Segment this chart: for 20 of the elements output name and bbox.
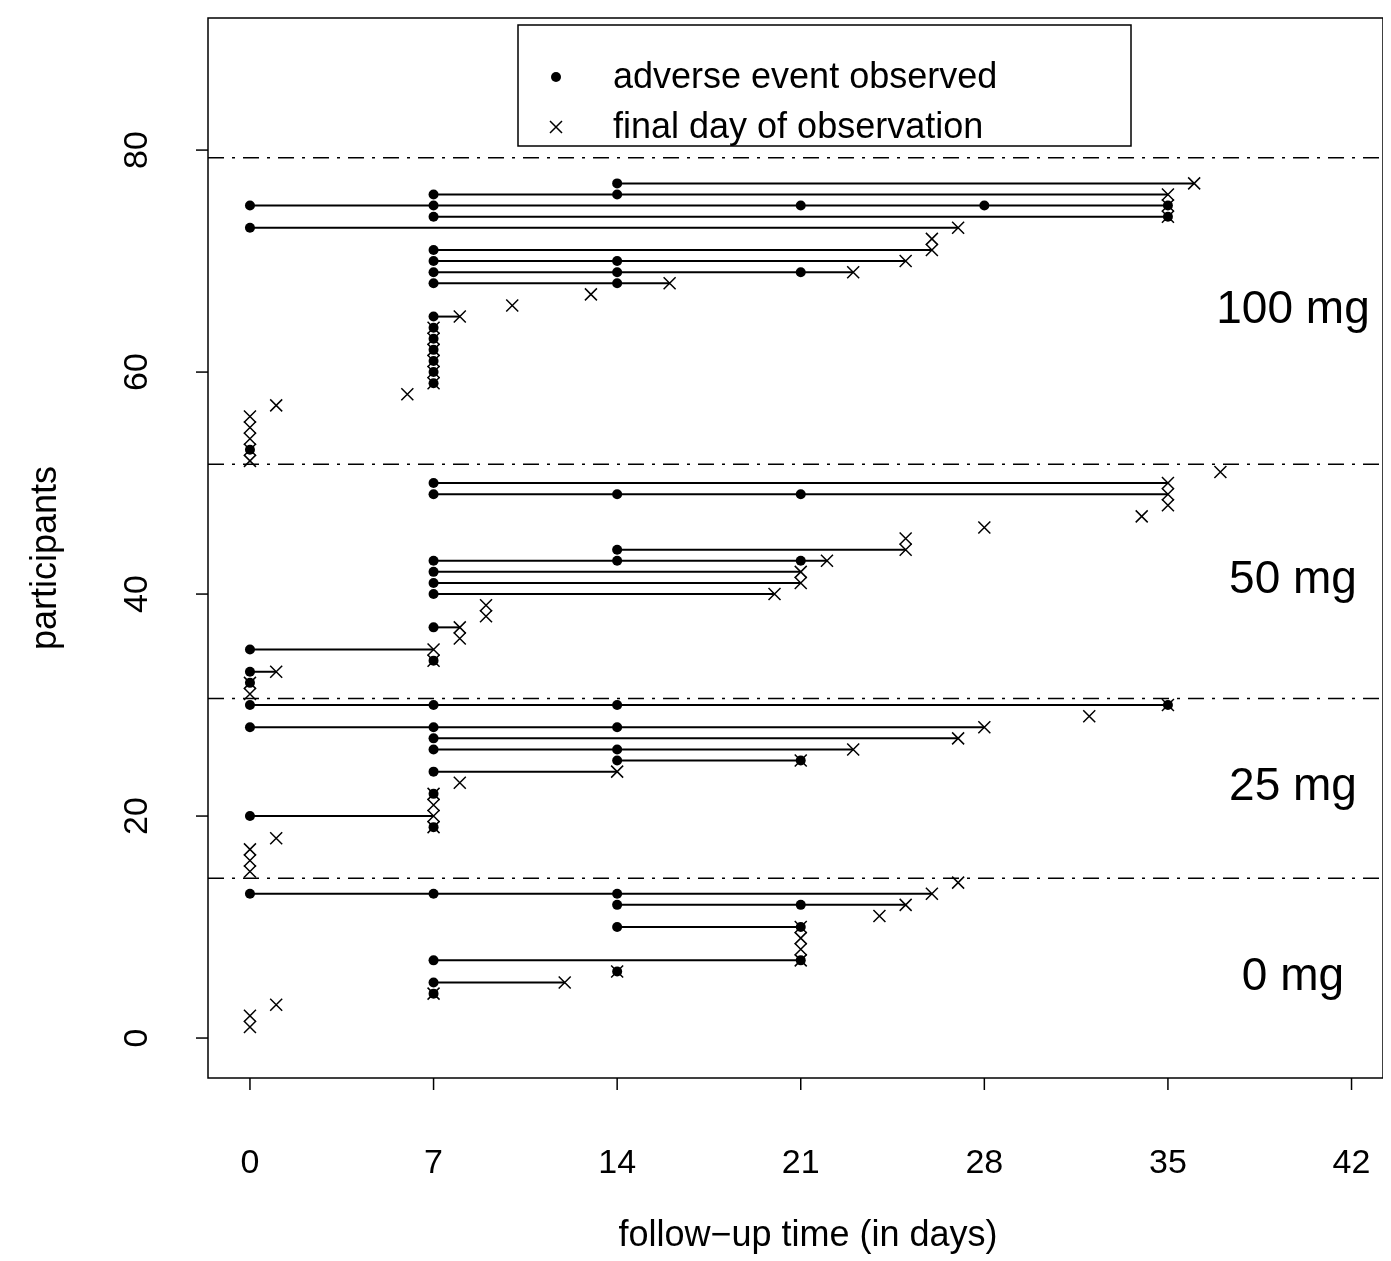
x-tick-label: 0 (240, 1142, 260, 1180)
y-tick-label: 80 (115, 131, 154, 169)
annotation: 0 mg (1241, 948, 1345, 1001)
x-tick-label: 7 (424, 1142, 444, 1180)
annotation: 50 mg (1229, 551, 1357, 604)
y-tick-label: 60 (115, 353, 154, 391)
x-tick-label: 14 (598, 1142, 637, 1180)
legend-label: adverse event observed (613, 54, 998, 96)
annotation: 100 mg (1216, 281, 1370, 334)
x-tick-label: 28 (965, 1142, 1004, 1180)
y-axis-title: participants (22, 465, 64, 651)
annotation: 25 mg (1229, 758, 1357, 811)
y-tick-label: 40 (115, 575, 154, 613)
x-tick-label: 42 (1332, 1142, 1371, 1180)
legend-label: final day of observation (613, 104, 984, 146)
x-tick-label: 21 (781, 1142, 820, 1180)
x-axis-title: follow−up time (in days) (618, 1213, 998, 1254)
y-tick-label: 0 (115, 1028, 154, 1048)
x-tick-label: 35 (1149, 1142, 1187, 1180)
y-tick-label: 20 (115, 797, 154, 835)
